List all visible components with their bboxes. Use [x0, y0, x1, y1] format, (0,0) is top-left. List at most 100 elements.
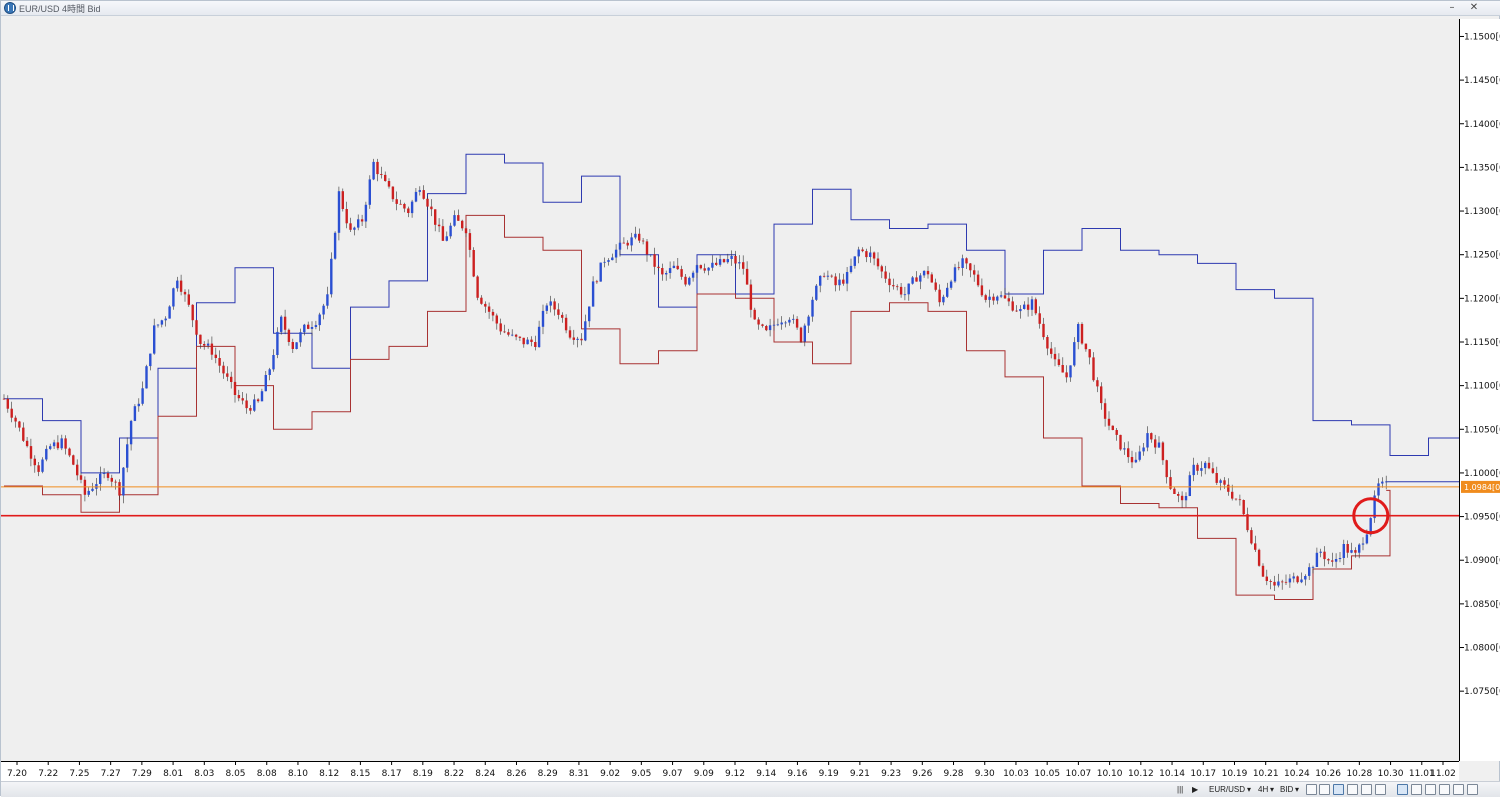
scroll-handle[interactable]: ||| [1177, 785, 1184, 794]
print-icon[interactable] [1397, 784, 1408, 795]
symbol-selector[interactable]: EUR/USD [1209, 785, 1246, 794]
candle-body [52, 442, 56, 447]
search-icon[interactable] [1411, 784, 1422, 795]
candle-body [33, 458, 36, 466]
candle-body [1030, 299, 1034, 310]
candle-body [1157, 442, 1161, 448]
candle-body [60, 438, 63, 449]
candle-body [819, 275, 822, 286]
arrow-tool-icon[interactable] [1319, 784, 1330, 795]
candle-body [1065, 372, 1068, 378]
price-type-selector[interactable]: BID [1280, 785, 1294, 794]
candle-body [1204, 462, 1207, 469]
candle-body [1346, 544, 1349, 553]
candle-body [757, 319, 760, 325]
candle-body [522, 337, 525, 345]
candle-body [988, 296, 991, 300]
candle-body [1215, 473, 1218, 483]
candle-body [976, 274, 980, 286]
candle-body [333, 232, 337, 259]
minimize-button[interactable]: – [1449, 2, 1455, 13]
expand-icon[interactable] [1467, 784, 1478, 795]
candle-body [765, 326, 768, 331]
candle-body [1057, 359, 1061, 365]
candle-body [183, 291, 187, 295]
candle-body [129, 420, 133, 445]
price-axis[interactable]: 1.1500[0 1.1450[0 1.1400[0 1.1350[0 1.1300[0… [1459, 19, 1500, 761]
price-type-dropdown-arrow[interactable]: ▾ [1295, 785, 1300, 794]
candle-body [233, 382, 237, 395]
candle-body [64, 438, 67, 449]
crosshair-icon[interactable] [1425, 784, 1436, 795]
crosshair-alt-icon[interactable] [1439, 784, 1450, 795]
candle-body [68, 448, 71, 456]
candle-body [772, 324, 776, 326]
current-price-label: 1.0984[0 [1464, 483, 1500, 492]
candle-body [1092, 357, 1095, 381]
candle-body [18, 421, 21, 428]
candle-body [638, 233, 641, 241]
candle-body [1138, 451, 1141, 460]
candle-body [106, 473, 110, 478]
candle-body [172, 288, 175, 307]
symbol-dropdown-arrow[interactable]: ▾ [1247, 785, 1252, 794]
move-icon[interactable] [1453, 784, 1464, 795]
time-axis[interactable]: 7.20 7.22 7.25 7.27 7.29 8.01 8.03 8.05 8.08 8.10… [1, 761, 1459, 781]
y-tick-label: 1.1050[0 [1464, 425, 1500, 435]
timeframe-dropdown-arrow[interactable]: ▾ [1270, 785, 1275, 794]
x-tick-label: 8.24 [475, 769, 495, 779]
close-button[interactable]: ✕ [1469, 2, 1479, 13]
candle-style-icon[interactable] [1347, 784, 1358, 795]
y-tick-label: 1.1150[0 [1464, 338, 1500, 348]
candle-body [145, 366, 148, 389]
candle-body [272, 355, 275, 370]
x-tick-label: 10.24 [1284, 769, 1310, 779]
x-tick-label: 10.05 [1034, 769, 1060, 779]
candle-body [110, 477, 113, 482]
candle-body [133, 406, 137, 421]
scroll-right-button[interactable]: ▶ [1192, 785, 1199, 794]
candle-body [715, 262, 718, 265]
candle-body [580, 338, 583, 341]
candle-body [753, 309, 756, 320]
zoom-window-icon[interactable] [1361, 784, 1372, 795]
chart-plot-area[interactable] [1, 19, 1500, 761]
donchian-channel [4, 153, 1500, 600]
candle-body [79, 475, 83, 480]
cursor-tool-icon[interactable] [1375, 784, 1386, 795]
candle-body [896, 286, 899, 288]
x-tick-label: 8.19 [413, 769, 433, 779]
candle-body [457, 215, 460, 221]
pointer-tool-icon[interactable] [1306, 784, 1317, 795]
x-tick-label: 8.31 [569, 769, 589, 779]
candle-body [453, 215, 456, 226]
candle-body [572, 337, 575, 340]
candlestick-chart[interactable] [1, 19, 1500, 761]
candle-body [749, 284, 753, 310]
chart-settings-icon[interactable] [1333, 784, 1344, 795]
timeframe-selector[interactable]: 4H [1258, 785, 1269, 794]
candle-body [999, 295, 1003, 297]
candle-body [87, 490, 90, 495]
candle-body [437, 224, 441, 227]
title-bar[interactable]: EUR/USD 4時間 Bid – ✕ [1, 1, 1500, 16]
candle-body [942, 296, 945, 303]
candle-body [892, 285, 895, 287]
candle-body [1342, 544, 1345, 558]
x-tick-label: 10.26 [1315, 769, 1341, 779]
candle-body [1130, 457, 1134, 463]
candle-body [1177, 494, 1180, 496]
candle-body [414, 191, 418, 202]
candle-body [826, 275, 830, 277]
candle-body [1308, 567, 1311, 576]
candle-body [1277, 581, 1280, 586]
candle-body [114, 481, 117, 483]
candle-body [1284, 581, 1288, 583]
candle-body [730, 256, 733, 259]
candle-body [1165, 460, 1168, 478]
candle-body [830, 275, 833, 277]
x-tick-label: 10.07 [1066, 769, 1092, 779]
candle-body [1354, 550, 1357, 553]
candle-body [391, 186, 395, 200]
candle-body [283, 316, 287, 330]
